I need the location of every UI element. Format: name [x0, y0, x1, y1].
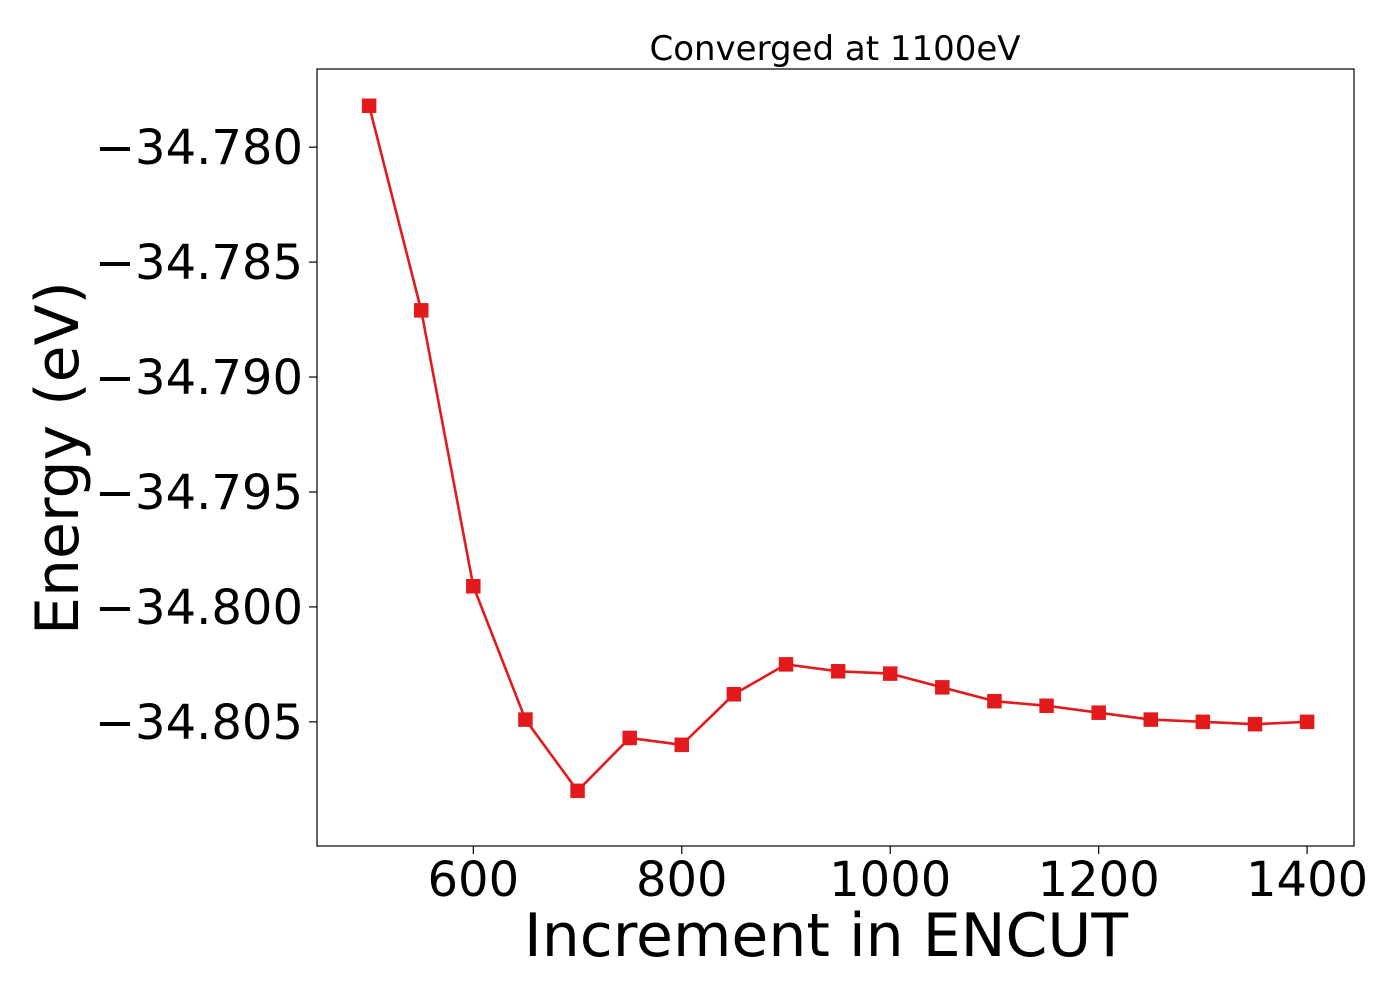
data-point-marker [1299, 714, 1315, 730]
data-point-marker [518, 712, 533, 727]
data-point-marker [1091, 705, 1106, 720]
y-tick-label: −34.795 [95, 465, 303, 521]
data-point-marker [466, 578, 481, 594]
data-point-marker [778, 657, 794, 672]
data-point-marker [882, 666, 898, 681]
plot-area-frame [316, 68, 1355, 847]
y-tick-label: −34.785 [95, 235, 303, 291]
data-point-marker [674, 737, 690, 753]
x-tick-label: 800 [636, 852, 728, 908]
x-tick-label: 1200 [1038, 852, 1160, 908]
x-tick-label: 1000 [829, 852, 951, 908]
y-axis-ticks: −34.780 −34.785 −34.790 −34.795 −34.800 −34.8… [95, 120, 317, 751]
y-tick-label: −34.780 [95, 120, 303, 176]
data-point-marker [361, 98, 377, 114]
y-tick-label: −34.790 [95, 350, 303, 406]
data-point-marker [935, 680, 950, 695]
x-axis-ticks: 600 800 1000 1200 1400 [428, 846, 1368, 908]
data-point-marker [726, 687, 742, 702]
data-point-marker [830, 664, 846, 679]
data-point-marker [570, 783, 585, 799]
data-point-marker [622, 730, 637, 746]
x-axis-label: Increment in ENCUT [524, 901, 1128, 971]
y-tick-label: −34.800 [95, 580, 303, 636]
chart-title: Converged at 1100eV [649, 29, 1020, 69]
data-point-marker [1247, 716, 1263, 732]
series-layer [361, 98, 1315, 799]
data-point-marker [1039, 698, 1054, 714]
data-point-marker [413, 303, 429, 318]
data-point-marker [1143, 712, 1159, 727]
data-point-marker [987, 693, 1002, 709]
x-tick-label: 600 [428, 852, 520, 908]
series-line [367, 105, 1308, 793]
y-tick-label: −34.805 [95, 695, 303, 751]
data-point-marker [1195, 714, 1211, 730]
x-tick-label: 1400 [1246, 852, 1368, 908]
y-axis-label: Energy (eV) [23, 281, 93, 635]
